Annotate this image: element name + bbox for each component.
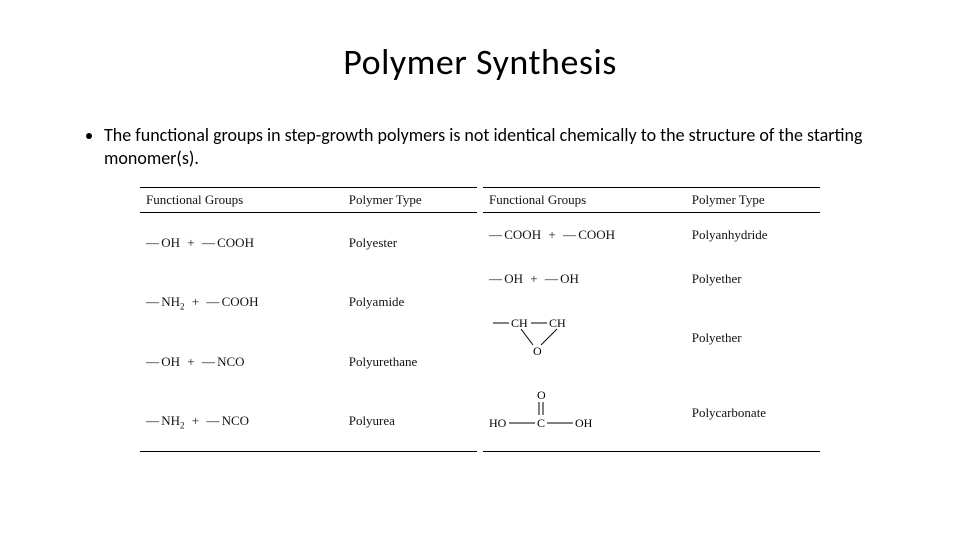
fg-cell: CH CH O [483, 301, 672, 375]
carbonate-oh: OH [575, 416, 593, 430]
tables-wrap: Functional Groups Polymer Type — OH + — … [140, 187, 820, 452]
carbonate-o-top: O [537, 389, 546, 402]
epoxide-ch-right: CH [549, 316, 566, 330]
polymer-cell: Polyether [672, 257, 820, 301]
polymer-cell: Polyester [329, 213, 477, 273]
fg-cell: — OH + — OH [483, 257, 672, 301]
right-table: Functional Groups Polymer Type — COOH + … [483, 187, 820, 452]
fg-cell: — OH + — COOH [140, 213, 329, 273]
left-table: Functional Groups Polymer Type — OH + — … [140, 187, 477, 452]
fg-cell: O HO C OH [483, 375, 672, 452]
col-header-pt: Polymer Type [329, 188, 477, 213]
polymer-cell: Polyanhydride [672, 213, 820, 258]
epoxide-o: O [533, 344, 542, 357]
fg-cell: — OH + — NCO [140, 332, 329, 391]
fg-cell: — NH2 + — COOH [140, 273, 329, 332]
page-title: Polymer Synthesis [60, 40, 900, 84]
table-row: — COOH + — COOH Polyanhydride [483, 213, 820, 258]
carbonate-structure-icon: O HO C OH [489, 389, 599, 435]
polymer-cell: Polyamide [329, 273, 477, 332]
table-row: CH CH O Polyether [483, 301, 820, 375]
table-row: — OH + — COOH Polyester [140, 213, 477, 273]
polymer-cell: Polyurea [329, 391, 477, 451]
polymer-cell: Polyether [672, 301, 820, 375]
slide: Polymer Synthesis The functional groups … [0, 0, 960, 540]
polymer-cell: Polyurethane [329, 332, 477, 391]
epoxide-structure-icon: CH CH O [489, 315, 579, 359]
col-header-pt: Polymer Type [672, 188, 820, 213]
table-row: O HO C OH Polycarbonate [483, 375, 820, 452]
epoxide-ch-left: CH [511, 316, 528, 330]
polymer-cell: Polycarbonate [672, 375, 820, 452]
col-header-fg: Functional Groups [140, 188, 329, 213]
table-row: — NH2 + — COOH Polyamide [140, 273, 477, 332]
table-row: — NH2 + — NCO Polyurea [140, 391, 477, 451]
col-header-fg: Functional Groups [483, 188, 672, 213]
carbonate-ho: HO [489, 416, 507, 430]
bullet-item: The functional groups in step-growth pol… [104, 124, 880, 169]
fg-cell: — COOH + — COOH [483, 213, 672, 258]
table-row: — OH + — OH Polyether [483, 257, 820, 301]
fg-cell: — NH2 + — NCO [140, 391, 329, 451]
bullet-block: The functional groups in step-growth pol… [80, 124, 880, 169]
table-row: — OH + — NCO Polyurethane [140, 332, 477, 391]
carbonate-c: C [537, 416, 545, 430]
